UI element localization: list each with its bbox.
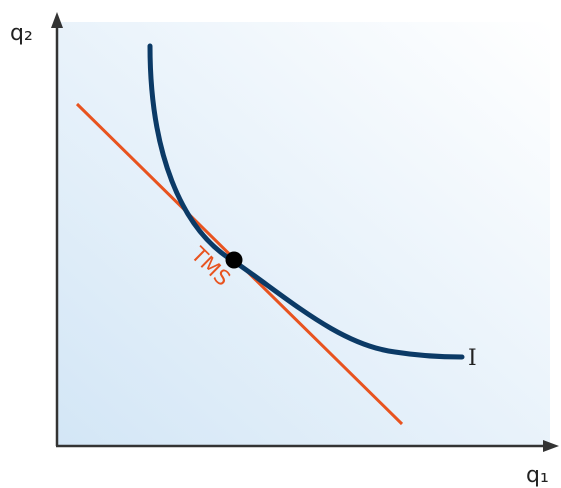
indifference-curve-label: I xyxy=(468,346,477,371)
y-axis-arrow-icon xyxy=(51,12,63,28)
y-axis-label: q₂ xyxy=(10,21,33,46)
x-axis-arrow-icon xyxy=(543,440,559,452)
indifference-curve xyxy=(147,43,465,360)
x-axis-label: q₁ xyxy=(526,463,549,488)
tangency-point xyxy=(225,251,243,269)
plot-background xyxy=(57,22,550,446)
